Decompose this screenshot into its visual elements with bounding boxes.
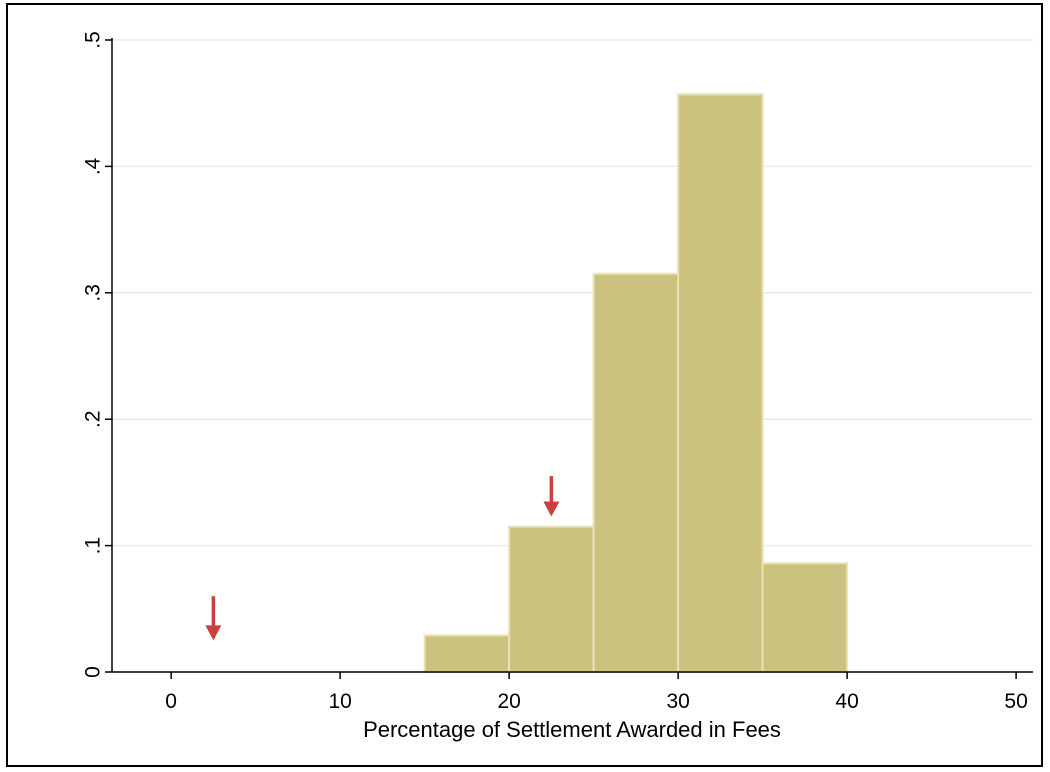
gridlines bbox=[112, 39, 1033, 547]
histogram-bar bbox=[677, 93, 764, 674]
histogram-bar bbox=[423, 634, 511, 673]
y-tick-label: .5 bbox=[82, 31, 105, 49]
arrow-down-icon bbox=[205, 625, 222, 641]
axes: 0 .1 .2 .3 .4 .5 0 10 20 30 40 50 bbox=[82, 31, 1033, 713]
y-tick-label: .3 bbox=[82, 284, 105, 302]
x-tick-label: 30 bbox=[666, 690, 689, 713]
y-tick-label: .2 bbox=[82, 410, 105, 428]
x-axis-title: Percentage of Settlement Awarded in Fees bbox=[363, 717, 781, 742]
y-tick-label: .4 bbox=[82, 157, 105, 175]
x-tick-label: 20 bbox=[497, 690, 520, 713]
histogram-bars bbox=[423, 93, 849, 674]
x-tick-label: 40 bbox=[835, 690, 858, 713]
arrow-down-icon bbox=[543, 501, 560, 517]
y-tick-label: 0 bbox=[82, 666, 105, 678]
x-tick-label: 50 bbox=[1004, 690, 1027, 713]
y-tick-label: .1 bbox=[82, 537, 105, 555]
x-tick-label: 0 bbox=[165, 690, 177, 713]
histogram-bar bbox=[761, 562, 849, 674]
x-tick-label: 10 bbox=[328, 690, 351, 713]
histogram-bar bbox=[508, 525, 595, 674]
arrow-annotations bbox=[205, 476, 560, 641]
histogram-bar bbox=[592, 272, 680, 673]
